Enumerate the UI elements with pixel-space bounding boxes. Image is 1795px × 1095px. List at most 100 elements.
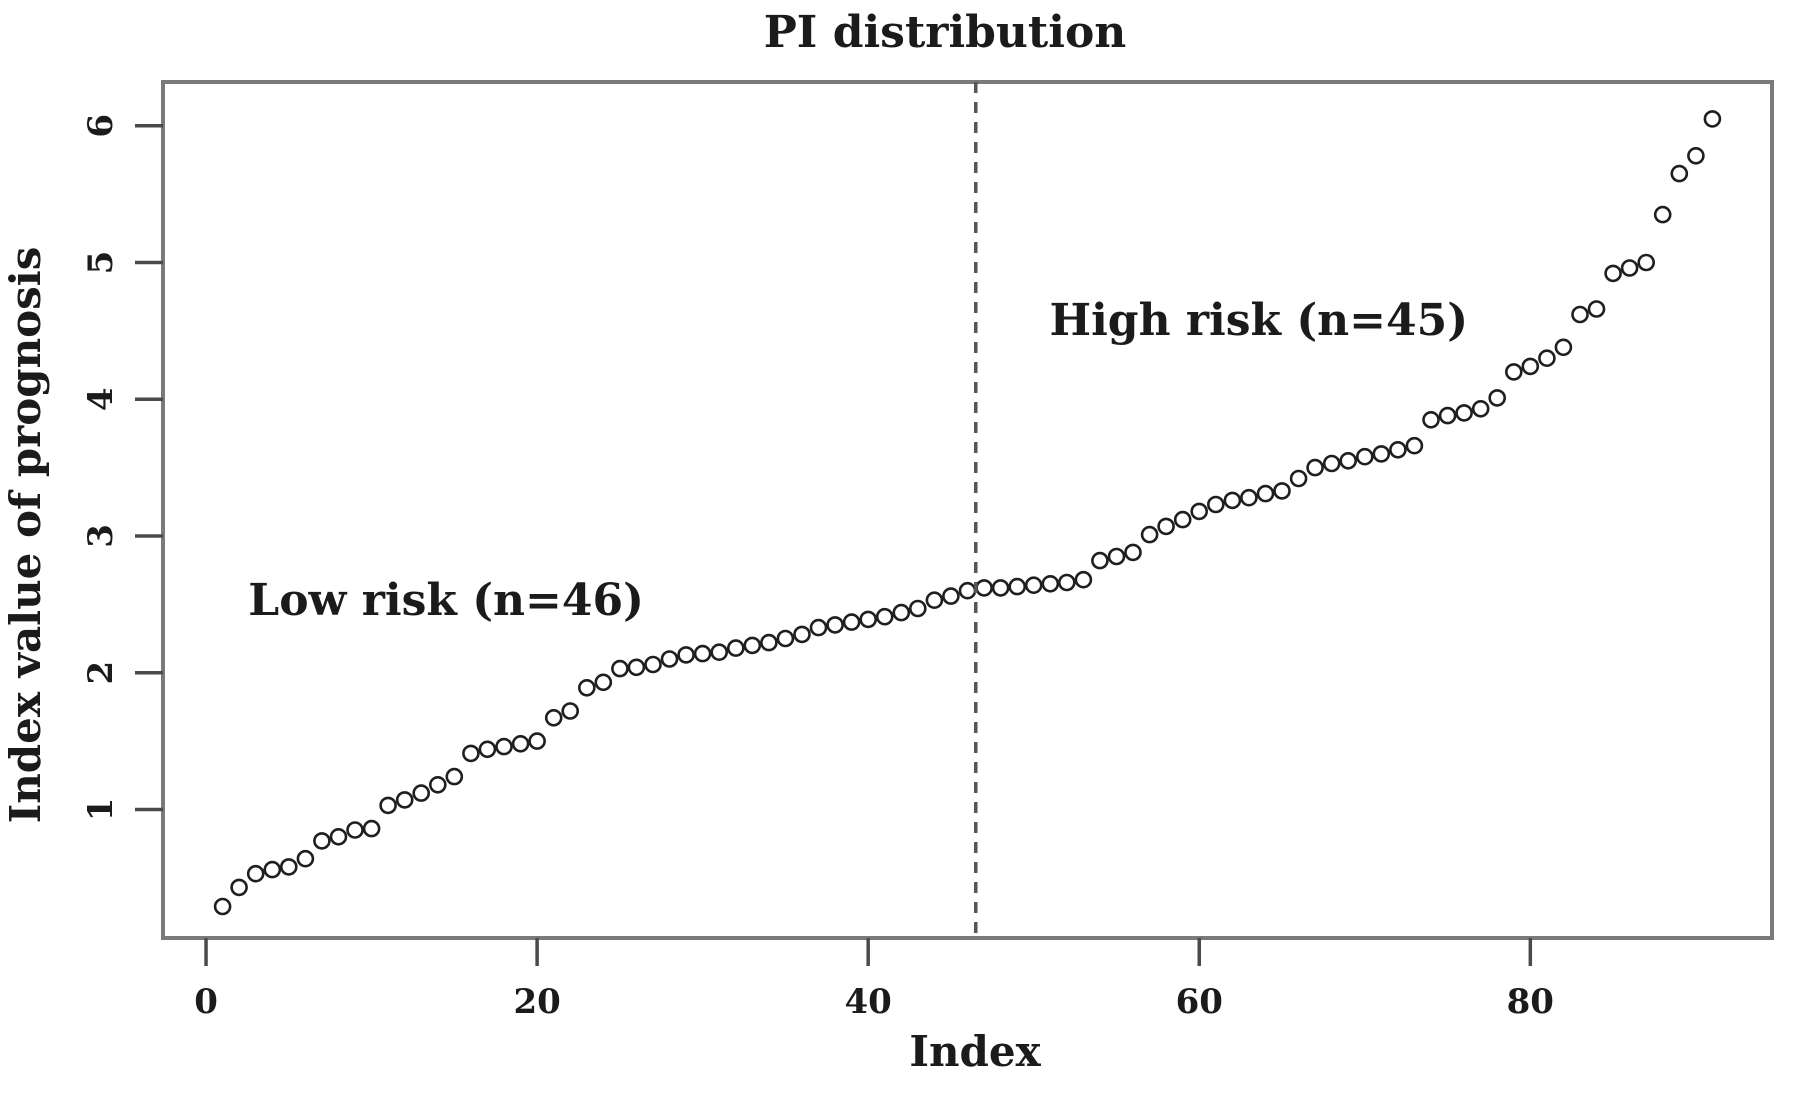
y-tick-label: 6 (81, 114, 121, 138)
scatter-point (1637, 253, 1655, 272)
scatter-point (594, 673, 613, 692)
scatter-point (1256, 484, 1275, 503)
high-risk-annotation: High risk (n=45) (1050, 295, 1469, 346)
scatter-point (743, 636, 762, 655)
scatter-point (528, 732, 546, 750)
scatter-point (1223, 491, 1242, 510)
scatter-point (1322, 454, 1341, 473)
scatter-point (693, 644, 712, 663)
x-tick-label: 60 (1176, 982, 1223, 1022)
scatter-point (412, 784, 431, 802)
scatter-point (1190, 502, 1208, 521)
scatter-point (395, 791, 414, 809)
y-tick-label: 1 (81, 798, 121, 822)
scatter-point (1505, 363, 1523, 381)
scatter-point (313, 832, 331, 850)
scatter-point (793, 625, 811, 644)
low-risk-annotation: Low risk (n=46) (248, 575, 644, 626)
scatter-point (991, 579, 1010, 597)
x-tick-label: 80 (1507, 982, 1554, 1022)
scatter-point (213, 897, 232, 916)
scatter-point (1041, 574, 1060, 593)
scatter-point (1273, 482, 1291, 500)
scatter-point (1124, 543, 1142, 562)
scatter-point (362, 819, 381, 838)
scatter-point (1289, 469, 1308, 488)
scatter-point (1538, 349, 1556, 368)
scatter-point (842, 613, 861, 631)
scatter-point (809, 618, 828, 637)
scatter-point (1091, 551, 1109, 570)
x-tick-label: 20 (513, 982, 560, 1022)
scatter-point (826, 616, 844, 634)
scatter-point (1438, 406, 1457, 425)
scatter-point (462, 744, 480, 763)
scatter-point (1422, 410, 1440, 429)
scatter-point (1140, 525, 1159, 544)
scatter-point (1471, 399, 1490, 418)
scatter-point (859, 610, 878, 629)
scatter-point (561, 702, 580, 720)
scatter-point (577, 678, 596, 697)
scatter-point (710, 643, 729, 662)
scatter-point (1024, 576, 1043, 595)
scatter-point (1703, 110, 1722, 128)
y-tick-label: 2 (81, 661, 121, 685)
scatter-point (1488, 389, 1506, 407)
scatter-point (1240, 488, 1258, 507)
y-tick-label: 5 (81, 251, 121, 275)
scatter-point (263, 860, 282, 879)
scatter-point (1554, 338, 1573, 357)
scatter-point (942, 587, 960, 605)
x-tick-label: 0 (194, 982, 218, 1022)
scatter-point (346, 821, 364, 839)
scatter-point (660, 650, 679, 668)
scatter-point (925, 591, 944, 610)
scatter-point (1173, 510, 1192, 529)
scatter-point (776, 629, 795, 648)
scatter-point (379, 796, 397, 815)
scatter-point (478, 740, 497, 759)
scatter-point (428, 775, 447, 794)
scatter-point (875, 607, 894, 626)
scatter-point (1356, 447, 1374, 466)
scatter-point (1571, 305, 1589, 324)
scatter-point (1058, 573, 1076, 592)
chart-title: PI distribution (764, 7, 1127, 58)
scatter-point (1389, 440, 1407, 459)
scatter-point (611, 659, 629, 678)
scatter-point (1587, 300, 1606, 318)
scatter-point (246, 864, 265, 883)
scatter-point (544, 708, 563, 727)
scatter-point (230, 878, 248, 897)
scatter-point (892, 603, 911, 622)
scatter-point (1306, 458, 1324, 477)
scatter-point (726, 639, 745, 657)
scatter-point (1455, 404, 1473, 422)
scatter-point (627, 658, 646, 677)
scatter-point (1372, 445, 1391, 463)
scatter-point (644, 655, 662, 674)
scatter-point (1620, 259, 1639, 277)
y-tick-label: 3 (81, 524, 121, 548)
scatter-point (1653, 205, 1672, 224)
scatter-point (445, 767, 464, 786)
scatter-point (1687, 147, 1705, 165)
scatter-point (1074, 570, 1093, 589)
scatter-point (329, 827, 348, 846)
y-axis-label: Index value of prognosis (1, 247, 50, 824)
x-axis-label: Index (909, 1027, 1041, 1076)
scatter-point (296, 849, 315, 868)
scatter-point (908, 599, 927, 618)
scatter-point (1157, 517, 1175, 536)
x-tick-label: 40 (845, 982, 892, 1022)
scatter-point (1405, 436, 1424, 455)
scatter-point (1521, 357, 1540, 376)
scatter-point (760, 633, 778, 652)
scatter-point (279, 858, 298, 876)
y-tick-label: 4 (81, 387, 121, 411)
scatter-point (1604, 264, 1622, 283)
